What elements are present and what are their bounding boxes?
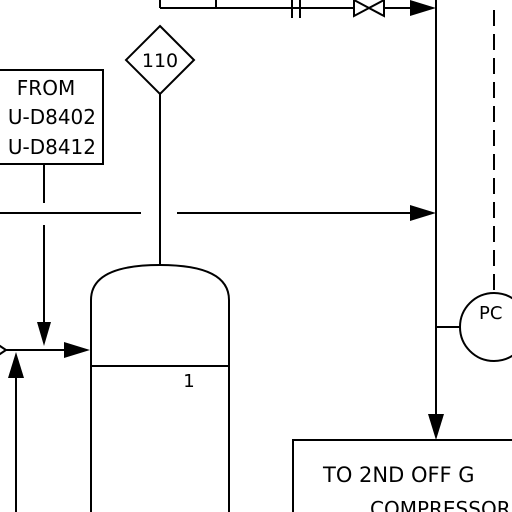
destination-line1: TO 2ND OFF G [322, 463, 475, 487]
from-box-line3: U-D8412 [8, 135, 96, 159]
from-box [0, 69, 104, 165]
controller-label: PC [479, 303, 502, 324]
bypass-arrowhead [410, 205, 436, 221]
vessel-icon [90, 263, 230, 512]
tag-label: 110 [142, 50, 178, 72]
down-arrowhead [37, 322, 51, 346]
destination-box [292, 439, 512, 512]
header-arrowhead [428, 414, 444, 440]
inlet-valve-icon [0, 344, 8, 356]
destination-line2: COMPRESSOR [370, 497, 511, 512]
up-arrowhead [8, 352, 24, 378]
pressure-controller [459, 292, 512, 362]
from-box-line1: FROM [17, 76, 75, 100]
valve-icon [353, 0, 372, 18]
valve-icon-right [366, 0, 385, 18]
inlet-arrowhead [64, 342, 90, 358]
top-arrowhead [410, 0, 436, 16]
from-box-line2: U-D8402 [8, 105, 96, 129]
vessel-level-label: 1 [183, 371, 194, 392]
